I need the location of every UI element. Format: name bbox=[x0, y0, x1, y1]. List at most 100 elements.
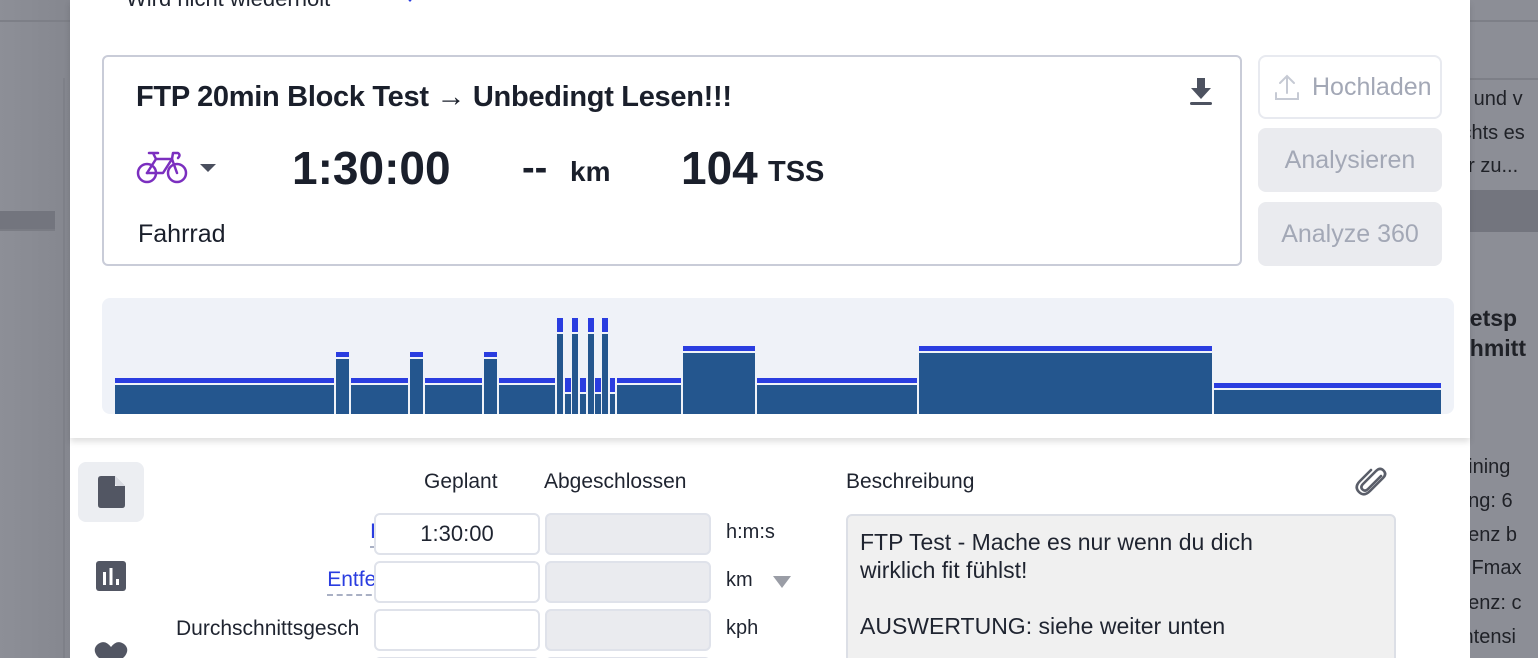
upload-button-label: Hochladen bbox=[1312, 73, 1432, 101]
tab-health[interactable] bbox=[78, 626, 144, 658]
column-header-completed: Abgeschlossen bbox=[544, 470, 687, 493]
duration-planned-input[interactable]: 1:30:00 bbox=[374, 513, 540, 555]
interval-bar[interactable] bbox=[588, 334, 594, 414]
background-page-left bbox=[0, 0, 70, 658]
distance-completed-input[interactable] bbox=[545, 561, 711, 603]
tab-analysis[interactable] bbox=[78, 546, 144, 606]
interval-bar[interactable] bbox=[757, 385, 917, 414]
interval-bar[interactable] bbox=[595, 394, 601, 414]
divider bbox=[1470, 20, 1538, 22]
interval-bar[interactable] bbox=[565, 394, 571, 414]
upload-icon bbox=[1275, 74, 1299, 100]
workout-details: Geplant Abgeschlossen Dauer 1:30:00 h:m:… bbox=[70, 438, 1470, 658]
background-heading: chmitt bbox=[1470, 335, 1526, 361]
interval-bar[interactable] bbox=[602, 334, 608, 414]
background-text: er zu... bbox=[1470, 155, 1519, 177]
background-card-bar bbox=[0, 211, 55, 229]
download-icon[interactable] bbox=[1186, 75, 1216, 107]
interval-bar[interactable] bbox=[1214, 390, 1441, 414]
workout-structure-chart[interactable] bbox=[102, 298, 1454, 414]
bar-chart-icon bbox=[96, 561, 126, 591]
workout-modal: Wird nicht wiederholt FTP 20min Block Te… bbox=[70, 0, 1470, 658]
avg-speed-completed-input[interactable] bbox=[545, 609, 711, 651]
tab-description[interactable] bbox=[78, 462, 144, 522]
interval-cap bbox=[484, 352, 497, 357]
interval-cap bbox=[565, 378, 571, 392]
background-text: ichts es bbox=[1470, 122, 1525, 144]
background-page-right: n und v ichts es er zu... eetsp chmitt )… bbox=[1470, 0, 1538, 658]
interval-bar[interactable] bbox=[557, 334, 563, 414]
interval-cap bbox=[617, 378, 681, 383]
divider bbox=[1470, 78, 1538, 80]
interval-cap bbox=[602, 318, 608, 332]
interval-bar[interactable] bbox=[336, 359, 349, 414]
background-card bbox=[0, 78, 55, 231]
background-text: uenz: c bbox=[1470, 592, 1522, 614]
interval-cap bbox=[351, 378, 408, 383]
interval-bar[interactable] bbox=[351, 385, 408, 414]
column-header-planned: Geplant bbox=[424, 470, 498, 493]
paperclip-icon[interactable] bbox=[1354, 464, 1390, 500]
interval-cap bbox=[336, 352, 349, 357]
interval-cap bbox=[595, 378, 601, 392]
interval-bar[interactable] bbox=[919, 353, 1212, 414]
interval-cap bbox=[1214, 383, 1441, 388]
analyze-360-button[interactable]: Analyze 360 bbox=[1258, 202, 1442, 266]
workout-structure-bars bbox=[115, 318, 1441, 414]
description-textarea[interactable]: FTP Test - Mache es nur wenn du dich wir… bbox=[846, 514, 1396, 658]
background-text: n und v bbox=[1470, 88, 1523, 110]
background-heading: eetsp bbox=[1470, 305, 1518, 331]
duration-completed-input[interactable] bbox=[545, 513, 711, 555]
interval-cap bbox=[410, 352, 423, 357]
interval-cap bbox=[683, 346, 755, 351]
interval-cap bbox=[588, 318, 594, 332]
interval-bar[interactable] bbox=[617, 385, 681, 414]
workout-title[interactable]: FTP 20min Block Test → Unbedingt Lesen!!… bbox=[136, 81, 732, 113]
background-text: Intensi bbox=[1470, 626, 1516, 648]
interval-cap bbox=[499, 378, 555, 383]
upload-button[interactable]: Hochladen bbox=[1258, 55, 1442, 119]
background-text: uenz b bbox=[1470, 524, 1518, 546]
interval-cap bbox=[610, 378, 615, 392]
background-text: HFmax bbox=[1470, 557, 1522, 579]
repeat-select[interactable]: Wird nicht wiederholt bbox=[126, 0, 330, 12]
workout-header: Wird nicht wiederholt FTP 20min Block Te… bbox=[70, 0, 1470, 438]
chevron-down-icon[interactable] bbox=[403, 0, 417, 2]
summary-duration: 1:30:00 bbox=[292, 142, 451, 194]
document-icon bbox=[98, 476, 125, 508]
avg-speed-planned-input[interactable] bbox=[374, 609, 540, 651]
distance-planned-input[interactable] bbox=[374, 561, 540, 603]
interval-bar[interactable] bbox=[683, 353, 755, 414]
duration-unit: h:m:s bbox=[726, 521, 775, 543]
sport-label: Fahrrad bbox=[138, 220, 226, 248]
interval-bar[interactable] bbox=[572, 334, 578, 414]
summary-tss-unit: TSS bbox=[768, 156, 825, 188]
divider bbox=[63, 78, 65, 658]
interval-bar[interactable] bbox=[484, 359, 497, 414]
interval-bar[interactable] bbox=[499, 385, 555, 414]
interval-bar[interactable] bbox=[115, 385, 334, 414]
interval-cap bbox=[757, 378, 917, 383]
interval-bar[interactable] bbox=[580, 394, 586, 414]
caret-down-icon[interactable] bbox=[773, 576, 791, 588]
interval-cap bbox=[425, 378, 482, 383]
interval-cap bbox=[580, 378, 586, 392]
distance-unit-select[interactable]: km bbox=[726, 569, 753, 591]
interval-bar[interactable] bbox=[410, 359, 423, 414]
summary-distance-unit: km bbox=[570, 156, 611, 187]
interval-cap bbox=[115, 378, 334, 383]
analyze-button[interactable]: Analysieren bbox=[1258, 128, 1442, 192]
summary-distance-value: -- bbox=[522, 147, 548, 189]
background-text: ung: 6 bbox=[1470, 490, 1513, 512]
interval-bar[interactable] bbox=[425, 385, 482, 414]
interval-cap bbox=[557, 318, 563, 332]
avg-speed-label: Durchschnittsgesch bbox=[176, 617, 360, 640]
workout-summary-card: FTP 20min Block Test → Unbedingt Lesen!!… bbox=[102, 55, 1242, 266]
interval-bar[interactable] bbox=[610, 394, 615, 414]
background-text: aining bbox=[1470, 456, 1511, 478]
avg-speed-unit: kph bbox=[726, 617, 759, 639]
description-label: Beschreibung bbox=[846, 470, 975, 493]
sport-dropdown-caret-icon[interactable] bbox=[200, 164, 216, 172]
bicycle-icon bbox=[136, 151, 188, 184]
interval-cap bbox=[572, 318, 578, 332]
